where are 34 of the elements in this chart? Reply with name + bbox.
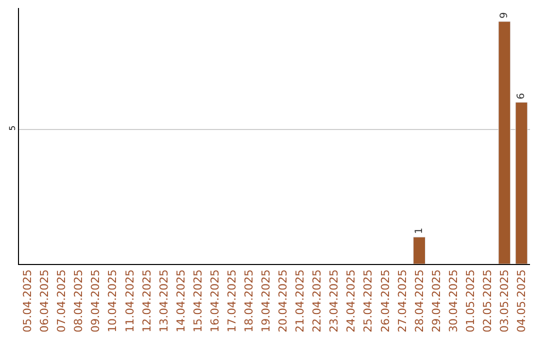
x-tick-label: 17.04.2025 xyxy=(225,269,238,332)
x-tick-label: 09.04.2025 xyxy=(89,269,102,332)
x-tick-label: 10.04.2025 xyxy=(106,269,120,332)
x-tick-label: 27.04.2025 xyxy=(396,269,409,332)
x-tick-label: 23.04.2025 xyxy=(328,269,341,332)
x-tick-label: 03.05.2025 xyxy=(498,269,512,332)
x-tick-label: 29.04.2025 xyxy=(430,269,443,332)
x-tick-label: 24.04.2025 xyxy=(344,269,358,332)
x-tick-label: 26.04.2025 xyxy=(378,269,392,332)
x-tick-label: 22.04.2025 xyxy=(310,269,324,332)
x-tick-label: 06.04.2025 xyxy=(38,269,52,332)
x-tick-label: 07.04.2025 xyxy=(55,269,68,332)
x-tick-label: 02.05.2025 xyxy=(480,269,494,332)
x-tick-label: 16.04.2025 xyxy=(208,269,222,332)
data-label: 1 xyxy=(414,228,425,234)
x-tick-label: 13.04.2025 xyxy=(157,269,170,332)
x-tick-label: 14.04.2025 xyxy=(174,269,188,332)
x-tick-label: 12.04.2025 xyxy=(140,269,154,332)
x-tick-label: 21.04.2025 xyxy=(294,269,307,332)
x-tick-label: 15.04.2025 xyxy=(191,269,204,332)
x-tick-label: 30.04.2025 xyxy=(446,269,460,332)
x-tick-label: 11.04.2025 xyxy=(123,269,136,332)
x-tick-label: 28.04.2025 xyxy=(412,269,426,332)
x-tick-label: 19.04.2025 xyxy=(260,269,273,332)
x-tick-label: 04.05.2025 xyxy=(515,269,528,332)
x-tick-label: 25.04.2025 xyxy=(362,269,375,332)
x-tick-label: 18.04.2025 xyxy=(242,269,256,332)
data-label: 6 xyxy=(516,92,527,100)
y-tick-label: 5 xyxy=(8,126,17,131)
x-tick-label: 01.05.2025 xyxy=(464,269,477,332)
x-tick-label: 20.04.2025 xyxy=(276,269,290,332)
x-tick-label: 08.04.2025 xyxy=(72,269,86,332)
x-tick-label: 05.04.2025 xyxy=(21,269,34,332)
data-label: 9 xyxy=(498,12,510,18)
